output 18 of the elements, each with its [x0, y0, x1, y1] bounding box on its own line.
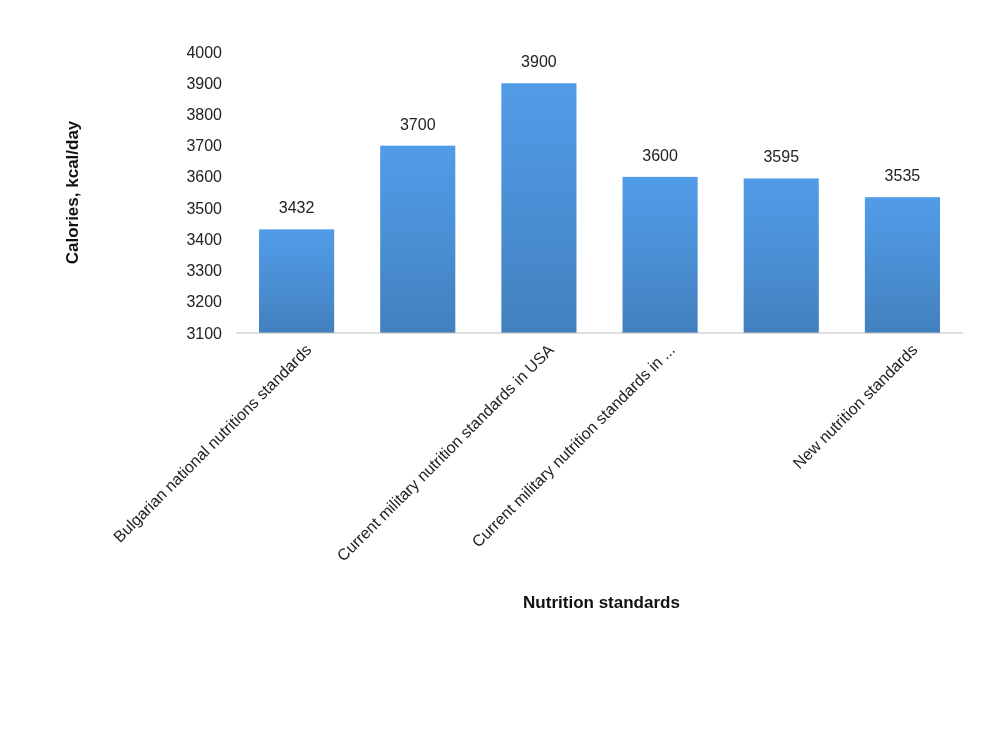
data-label: 3535 [884, 167, 921, 185]
data-label: 3900 [521, 53, 557, 71]
y-tick-label: 3400 [186, 230, 223, 248]
y-axis-title: Calories, kcal/day [63, 120, 82, 265]
x-axis-title: Nutrition standards [523, 593, 680, 612]
data-label: 3700 [399, 115, 436, 133]
y-tick-label: 3900 [186, 74, 223, 92]
y-tick-label: 4000 [186, 43, 223, 61]
y-tick-label: 3500 [186, 199, 223, 217]
data-label: 3595 [763, 148, 800, 166]
y-tick-label: 3200 [186, 293, 223, 311]
y-tick-label: 3600 [186, 168, 223, 186]
data-label: 3600 [642, 146, 678, 164]
y-tick-label: 3100 [186, 324, 223, 342]
y-tick-label: 3800 [186, 106, 223, 124]
y-tick-label: 3700 [186, 137, 223, 155]
y-tick-label: 3300 [186, 262, 223, 280]
data-label: 3432 [278, 199, 315, 217]
